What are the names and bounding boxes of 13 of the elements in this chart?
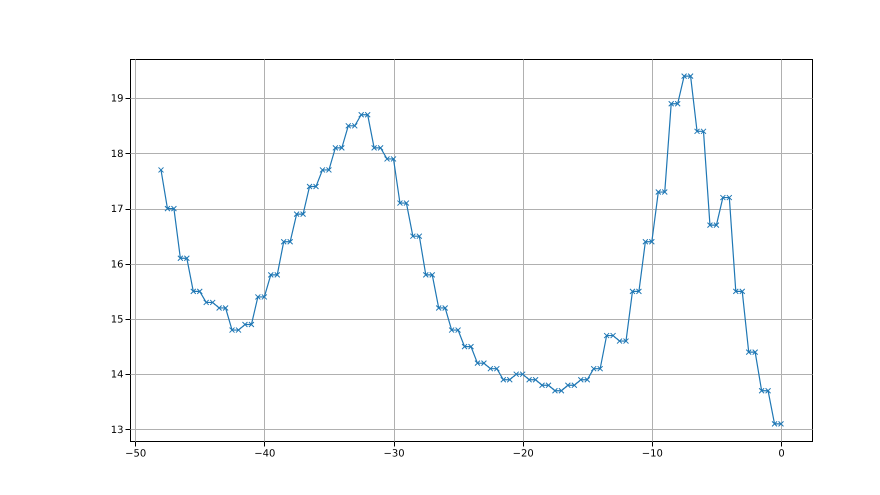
y-tick-label: 19 (110, 94, 124, 105)
y-tick-label: 13 (110, 424, 124, 436)
x-tick-label: 0 (778, 448, 785, 460)
x-tick-label: −30 (383, 448, 405, 460)
y-tick-label: 15 (110, 314, 124, 326)
y-tick-label: 16 (110, 259, 124, 270)
x-tick-label: −50 (125, 448, 146, 460)
y-tick-label: 18 (110, 148, 124, 160)
y-tick-label: 14 (110, 370, 124, 381)
x-tick-label: −40 (254, 448, 276, 460)
x-tick-label: −10 (642, 448, 663, 460)
x-tick-label: −20 (512, 448, 534, 460)
y-tick-label: 17 (110, 204, 124, 216)
